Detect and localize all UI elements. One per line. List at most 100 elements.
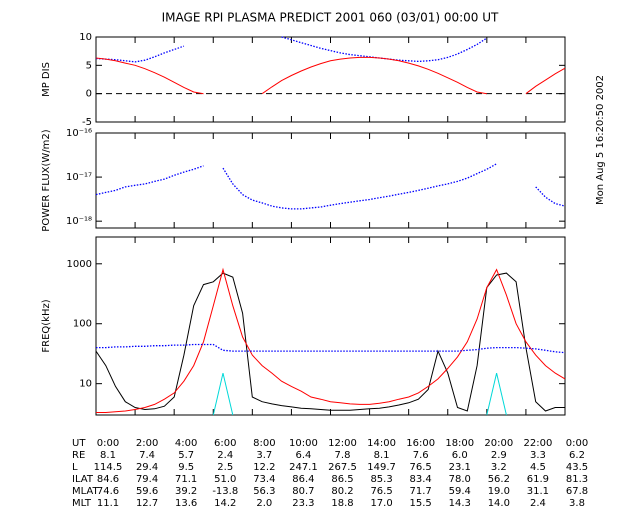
cell: 8.1 [374, 450, 390, 461]
cell: 17.0 [370, 498, 392, 509]
cell: 3.3 [530, 450, 546, 461]
cell: 3.2 [491, 462, 507, 473]
cell: 11.1 [97, 498, 119, 509]
y-axis-label: POWER FLUX(W/m2) [41, 129, 52, 231]
cell: 14.0 [488, 498, 510, 509]
row-label: ILAT [72, 474, 94, 485]
cell: 9.5 [178, 462, 194, 473]
cell: 0:00 [566, 438, 588, 449]
cell: 2.4 [217, 450, 233, 461]
cell: 4:00 [175, 438, 197, 449]
series-line [96, 343, 566, 354]
cell: 12.2 [253, 462, 275, 473]
cell: 6:00 [214, 438, 236, 449]
cell: 0:00 [97, 438, 119, 449]
cell: 56.2 [488, 474, 510, 485]
cell: 114.5 [94, 462, 123, 473]
cell: 7.6 [413, 450, 429, 461]
cell: 78.0 [449, 474, 471, 485]
cell: 39.2 [175, 486, 197, 497]
row-label: UT [72, 438, 86, 449]
cell: 79.4 [136, 474, 158, 485]
cell: 81.3 [566, 474, 588, 485]
cell: 8.1 [100, 450, 116, 461]
cell: 59.4 [449, 486, 471, 497]
series-line [95, 163, 566, 210]
cell: 14:00 [367, 438, 396, 449]
y-tick-label: 10 [79, 379, 92, 390]
cell: 86.4 [292, 474, 314, 485]
series-line [212, 372, 507, 416]
cell: 12:00 [328, 438, 357, 449]
cell: 29.4 [136, 462, 158, 473]
cell: 6.4 [295, 450, 311, 461]
cell: 3.7 [256, 450, 272, 461]
timestamp: Mon Aug 5 16:20:50 2002 [595, 75, 606, 205]
cell: 5.7 [178, 450, 194, 461]
cell: 19.0 [488, 486, 510, 497]
cell: 43.5 [566, 462, 588, 473]
cell: 80.2 [331, 486, 353, 497]
y-tick-label: 10⁻¹⁶ [66, 128, 92, 139]
cell: 267.5 [328, 462, 357, 473]
y-tick-label: -5 [82, 117, 92, 128]
y-tick-label: 0 [86, 89, 92, 100]
cell: 6.0 [452, 450, 468, 461]
cell: 23.3 [292, 498, 314, 509]
cell: -13.8 [212, 486, 238, 497]
cell: 13.6 [175, 498, 197, 509]
row-label: L [72, 462, 78, 473]
cell: 16:00 [406, 438, 435, 449]
series-line [96, 267, 566, 413]
cell: 51.0 [214, 474, 236, 485]
cell: 61.9 [527, 474, 549, 485]
cell: 84.6 [97, 474, 119, 485]
cell: 2.9 [491, 450, 507, 461]
cell: 76.5 [370, 486, 392, 497]
y-tick-label: 1000 [67, 259, 92, 270]
cell: 86.5 [331, 474, 353, 485]
y-tick-label: 100 [73, 319, 92, 330]
cell: 2.0 [256, 498, 272, 509]
cell: 10:00 [289, 438, 318, 449]
cell: 6.2 [569, 450, 585, 461]
cell: 14.3 [449, 498, 471, 509]
cell: 56.3 [253, 486, 275, 497]
cell: 2:00 [136, 438, 158, 449]
series-line [95, 56, 566, 95]
cell: 71.1 [175, 474, 197, 485]
cell: 23.1 [449, 462, 471, 473]
cell: 7.8 [335, 450, 351, 461]
page-title: IMAGE RPI PLASMA PREDICT 2001 060 (03/01… [162, 11, 499, 25]
cell: 73.4 [253, 474, 275, 485]
y-tick-label: 10 [79, 32, 92, 43]
y-axis-label: FREQ(kHz) [41, 299, 52, 352]
cell: 149.7 [367, 462, 396, 473]
cell: 80.7 [292, 486, 314, 497]
cell: 83.4 [410, 474, 432, 485]
cell: 2.5 [217, 462, 233, 473]
cell: 59.6 [136, 486, 158, 497]
row-label: RE [72, 450, 85, 461]
cell: 8:00 [253, 438, 275, 449]
cell: 7.4 [139, 450, 155, 461]
cell: 18:00 [445, 438, 474, 449]
cell: 3.8 [569, 498, 585, 509]
cell: 247.1 [289, 462, 318, 473]
cell: 74.6 [97, 486, 119, 497]
cell: 67.8 [566, 486, 588, 497]
cell: 20:00 [484, 438, 513, 449]
row-label: MLT [72, 498, 92, 509]
row-label: MLAT [72, 486, 99, 497]
cell: 18.8 [331, 498, 353, 509]
cell: 22:00 [524, 438, 553, 449]
cell: 12.7 [136, 498, 158, 509]
cell: 71.7 [410, 486, 432, 497]
y-axis-label: MP DIS [41, 62, 52, 97]
cell: 4.5 [530, 462, 546, 473]
y-tick-label: 10⁻¹⁷ [66, 172, 92, 183]
y-tick-label: 5 [86, 60, 92, 71]
cell: 2.4 [530, 498, 546, 509]
